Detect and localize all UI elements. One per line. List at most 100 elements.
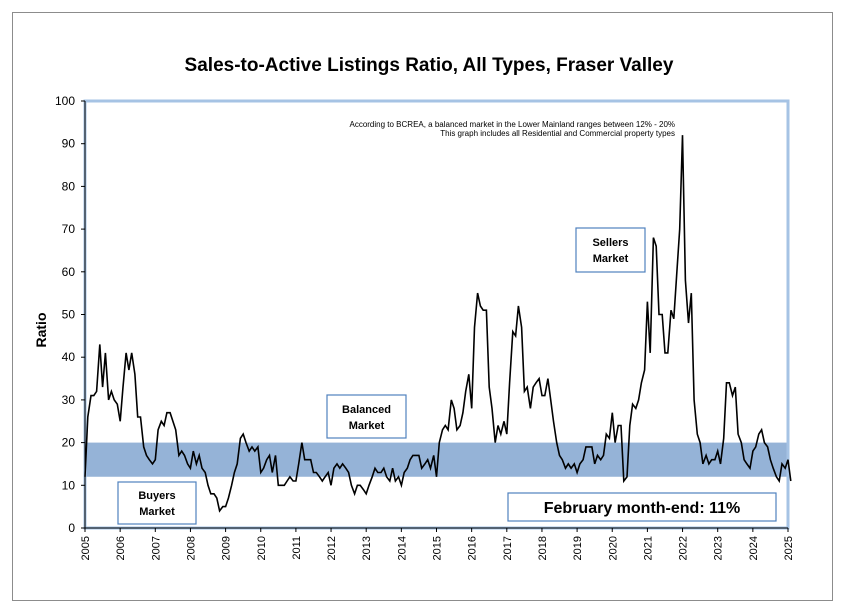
data-point: [778, 480, 780, 482]
data-point: [781, 463, 783, 465]
data-point: [717, 450, 719, 452]
y-tick-label: 0: [68, 521, 75, 535]
data-point: [655, 245, 657, 247]
data-point: [735, 386, 737, 388]
data-point: [161, 421, 163, 423]
data-point: [117, 403, 119, 405]
x-tick-label: 2006: [115, 536, 127, 560]
buyers-market-box: Buyers Market: [117, 481, 197, 525]
data-point: [574, 463, 576, 465]
x-tick-label: 2012: [326, 536, 338, 560]
data-point: [480, 305, 482, 307]
data-point: [597, 455, 599, 457]
data-point: [374, 467, 376, 469]
data-point: [234, 472, 236, 474]
data-point: [260, 472, 262, 474]
data-point: [155, 459, 157, 461]
data-point: [697, 433, 699, 435]
data-point: [280, 485, 282, 487]
data-point: [228, 497, 230, 499]
data-point: [629, 425, 631, 427]
data-point: [568, 463, 570, 465]
data-point: [486, 309, 488, 311]
data-point: [591, 446, 593, 448]
data-point: [248, 450, 250, 452]
data-point: [424, 463, 426, 465]
x-tick-label: 2017: [502, 536, 514, 560]
data-point: [363, 489, 365, 491]
data-point: [488, 386, 490, 388]
y-tick-label: 90: [62, 137, 76, 151]
sellers-market-box: Sellers Market: [575, 227, 646, 273]
data-point: [676, 275, 678, 277]
data-point: [213, 493, 215, 495]
data-point: [509, 382, 511, 384]
data-point: [210, 493, 212, 495]
y-tick-label: 80: [62, 179, 76, 193]
data-point: [149, 459, 151, 461]
x-tick-label: 2022: [678, 536, 690, 560]
y-tick-label: 20: [62, 436, 76, 450]
data-point: [87, 416, 89, 418]
x-tick-label: 2009: [221, 536, 233, 560]
series-line: [84, 135, 792, 513]
data-point: [547, 378, 549, 380]
data-point: [84, 476, 86, 478]
data-point: [553, 421, 555, 423]
data-point: [585, 446, 587, 448]
x-tick-label: 2013: [361, 536, 373, 560]
data-point: [644, 369, 646, 371]
data-point: [134, 374, 136, 376]
data-point: [365, 493, 367, 495]
data-point: [647, 301, 649, 303]
data-point: [741, 442, 743, 444]
data-point: [787, 459, 789, 461]
data-point: [216, 497, 218, 499]
data-point: [93, 395, 95, 397]
data-point: [600, 459, 602, 461]
data-point: [497, 425, 499, 427]
data-point: [688, 322, 690, 324]
data-point: [758, 433, 760, 435]
data-point: [333, 467, 335, 469]
data-point: [119, 421, 121, 423]
data-point: [327, 472, 329, 474]
x-tick-label: 2007: [150, 536, 162, 560]
data-point: [193, 450, 195, 452]
data-point: [474, 327, 476, 329]
data-point: [407, 467, 409, 469]
data-point: [570, 467, 572, 469]
data-point: [245, 442, 247, 444]
data-point: [398, 476, 400, 478]
data-point: [108, 399, 110, 401]
chart-title: Sales-to-Active Listings Ratio, All Type…: [185, 55, 674, 76]
data-point: [201, 467, 203, 469]
y-tick-label: 100: [55, 94, 75, 108]
data-point: [289, 476, 291, 478]
x-tick-label: 2011: [291, 536, 303, 560]
data-point: [606, 433, 608, 435]
note-balanced-range: According to BCREA, a balanced market in…: [349, 120, 675, 129]
x-tick-label: 2021: [642, 536, 654, 560]
data-point: [111, 391, 113, 393]
data-point: [316, 472, 318, 474]
data-point: [140, 416, 142, 418]
data-point: [339, 467, 341, 469]
data-point: [175, 429, 177, 431]
data-point: [749, 467, 751, 469]
data-point: [673, 318, 675, 320]
data-point: [705, 455, 707, 457]
note-property-types: This graph includes all Residential and …: [440, 129, 675, 138]
data-point: [298, 463, 300, 465]
data-point: [462, 412, 464, 414]
data-point: [403, 472, 405, 474]
data-point: [559, 455, 561, 457]
x-tick-label: 2005: [80, 536, 92, 560]
data-point: [685, 280, 687, 282]
x-tick-label: 2020: [607, 536, 619, 560]
data-point: [535, 382, 537, 384]
data-point: [380, 472, 382, 474]
data-point: [632, 403, 634, 405]
data-point: [137, 416, 139, 418]
data-point: [612, 412, 614, 414]
